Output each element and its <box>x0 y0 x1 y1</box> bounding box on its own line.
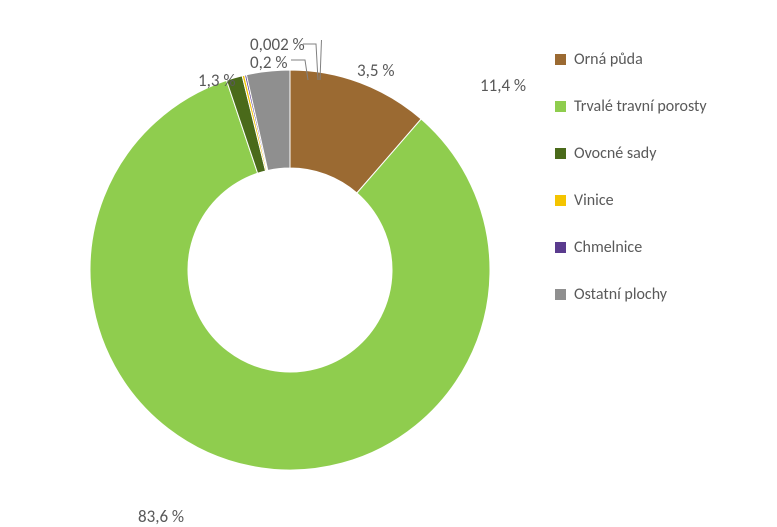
slice-label-ovocne: 1,3 % <box>198 70 235 91</box>
slice-label-ostatni: 3,5 % <box>357 60 394 81</box>
legend-item-ovocne: Ovocné sady <box>555 144 707 163</box>
legend-swatch-icon <box>555 54 566 65</box>
slice-label-vinice: 0,2 % <box>250 52 287 73</box>
legend-item-travni: Trvalé travní porosty <box>555 97 707 116</box>
donut-chart <box>60 40 520 500</box>
legend-swatch-icon <box>555 195 566 206</box>
slice-label-chmel: 0,002 % <box>250 34 305 55</box>
legend-item-ostatni: Ostatní plochy <box>555 285 707 304</box>
legend-label: Ovocné sady <box>574 144 656 163</box>
legend-label: Orná půda <box>574 50 643 69</box>
legend-swatch-icon <box>555 242 566 253</box>
legend: Orná půda Trvalé travní porosty Ovocné s… <box>555 50 707 332</box>
legend-item-orna: Orná půda <box>555 50 707 69</box>
legend-swatch-icon <box>555 148 566 159</box>
legend-label: Chmelnice <box>574 238 642 257</box>
legend-label: Ostatní plochy <box>574 285 667 304</box>
donut-chart-container: 11,4 % 83,6 % 1,3 % 0,2 % 0,002 % 3,5 % … <box>0 0 777 520</box>
legend-label: Vinice <box>574 191 614 210</box>
legend-item-chmel: Chmelnice <box>555 238 707 257</box>
slice-label-travni: 83,6 % <box>138 506 184 527</box>
legend-swatch-icon <box>555 289 566 300</box>
legend-swatch-icon <box>555 101 566 112</box>
slice-label-orna: 11,4 % <box>480 75 526 96</box>
legend-label: Trvalé travní porosty <box>574 97 707 116</box>
legend-item-vinice: Vinice <box>555 191 707 210</box>
